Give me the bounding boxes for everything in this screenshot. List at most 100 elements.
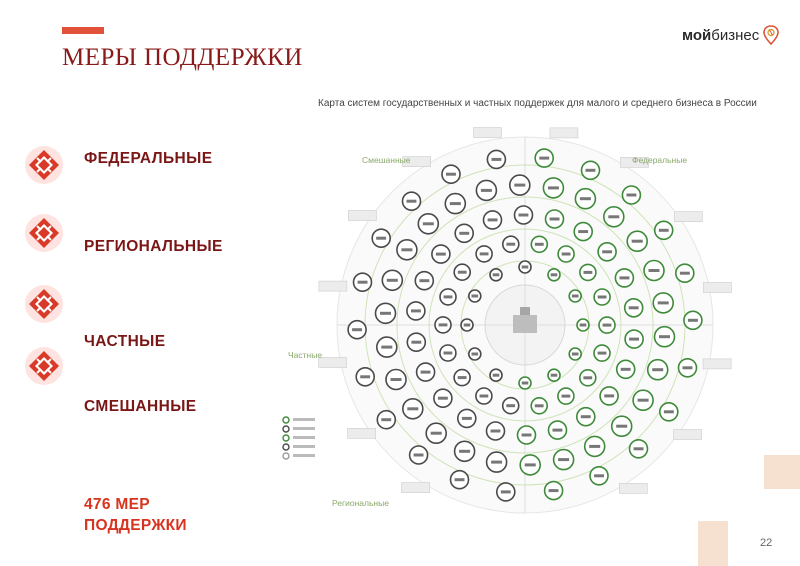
map-node-label (629, 337, 639, 341)
map-node-label (637, 398, 649, 402)
map-satellite (620, 157, 649, 168)
slide-title: МЕРЫ ПОДДЕРЖКИ (62, 44, 303, 71)
map-node-label (521, 433, 532, 437)
map-node-label (594, 474, 604, 478)
map-node-label (506, 242, 516, 246)
sector-label-federal: Федеральные (632, 155, 687, 165)
legend-label (293, 436, 315, 439)
page-number: 22 (760, 537, 773, 549)
map-node-label (419, 279, 430, 283)
map-node-label (648, 269, 660, 272)
map-node-label (578, 230, 589, 234)
map-node-label (631, 239, 643, 243)
building-icon (513, 315, 537, 333)
map-node-label (626, 193, 637, 197)
map-node-label (580, 415, 591, 419)
category-label: ЧАСТНЫЕ (84, 333, 166, 350)
map-node-label (679, 271, 690, 275)
map-node-label (381, 345, 393, 349)
map-node-label (514, 183, 526, 187)
map-node-label (550, 373, 558, 377)
legend-marker (282, 443, 290, 451)
map-node-label (688, 318, 698, 322)
map-node-label (619, 276, 630, 280)
map-node-label (457, 376, 467, 380)
map-node-label (585, 168, 596, 172)
support-systems-map: Смешанные Федеральные Частные Региональн… (282, 127, 732, 514)
logo-text-bold: мой (682, 26, 712, 44)
map-node-label (437, 396, 448, 400)
map-node-label (583, 376, 593, 380)
map-node-label (571, 352, 579, 356)
map-node-label (492, 273, 500, 277)
map-node-label (449, 202, 461, 206)
map-node-label (521, 381, 529, 385)
map-node-label (548, 489, 559, 493)
map-node-label (524, 463, 536, 467)
legend-marker (282, 452, 290, 460)
legend-label (293, 445, 315, 448)
map-node-label (480, 188, 492, 192)
map-satellite (402, 156, 431, 167)
map-node-label (534, 242, 544, 246)
map-satellite (401, 482, 430, 493)
logo-text-regular: бизнес (711, 26, 760, 44)
category-label: РЕГИОНАЛЬНЫЕ (84, 238, 223, 255)
map-node-label (597, 295, 607, 299)
map-node-label (390, 378, 402, 381)
map-node-label (579, 323, 587, 327)
total-measures: 476 МЕР ПОДДЕРЖКИ (84, 496, 187, 534)
legend-marker (282, 425, 290, 433)
map-satellite (618, 483, 648, 494)
decor-block-top (764, 455, 800, 489)
legend-label (293, 418, 315, 421)
map-node-label (657, 301, 669, 305)
map-node-label (500, 490, 511, 494)
map-node-label (534, 404, 544, 408)
map-nodes (282, 127, 732, 502)
map-satellite (674, 211, 703, 222)
map-satellite (318, 357, 347, 368)
map-node-label (401, 248, 413, 252)
map-node-label (446, 172, 456, 176)
map-node-label (491, 157, 502, 161)
map-node-label (561, 394, 571, 398)
map-node-label (521, 265, 529, 269)
category-label: ФЕДЕРАЛЬНЫЕ (84, 150, 213, 167)
map-satellite (549, 127, 579, 139)
map-node-label (459, 449, 471, 453)
accent-bar (62, 27, 104, 34)
building-tower-icon (520, 307, 530, 315)
map-node-label (547, 186, 559, 190)
map-node-label (454, 478, 465, 482)
map-node-label (658, 228, 669, 232)
map-node-label (430, 431, 442, 435)
map-node-label (492, 373, 500, 377)
map-node-label (539, 156, 550, 160)
map-node-label (659, 335, 670, 339)
map-node-label (602, 323, 612, 327)
map-satellite (673, 429, 702, 440)
map-node-label (663, 410, 674, 414)
decor-block-bottom (698, 521, 728, 566)
map-node-label (490, 429, 501, 433)
map-node-label (438, 323, 448, 327)
map-title: Карта систем государственных и частных п… (318, 98, 757, 109)
sector-label-private: Частные (288, 350, 322, 360)
map-node-label (407, 407, 419, 411)
map-node-label (381, 418, 392, 422)
map-node-label (422, 222, 434, 226)
legend-marker (282, 434, 290, 442)
map-node-label (552, 428, 563, 432)
map-node-label (443, 295, 453, 299)
map-node-label (443, 351, 453, 355)
map-node-label (479, 394, 489, 398)
map-node-label (352, 328, 362, 332)
map-node-label (406, 199, 417, 203)
map-node-label (608, 215, 620, 219)
map-node-label (616, 424, 628, 428)
map-node-label (411, 309, 421, 313)
ornament-icon (25, 285, 63, 323)
sector-label-mixed: Смешанные (362, 155, 411, 165)
map-node-label (571, 294, 579, 298)
